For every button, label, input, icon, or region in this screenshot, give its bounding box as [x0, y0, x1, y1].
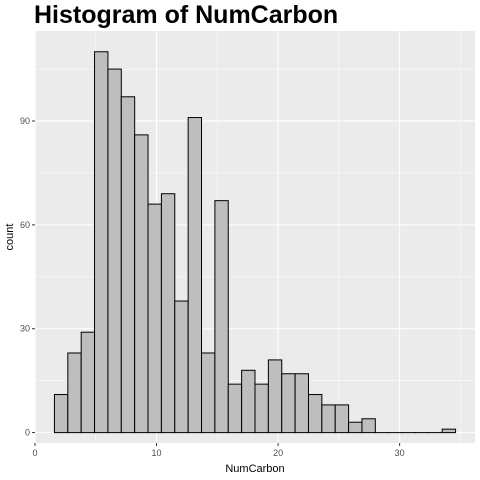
histogram-bar [281, 373, 296, 434]
y-tick-label: 60 [20, 220, 30, 230]
histogram-bar [187, 117, 203, 434]
histogram-bar [53, 394, 69, 434]
histogram-bar [348, 421, 363, 434]
y-tick-label: 0 [25, 428, 30, 438]
histogram-bar [134, 134, 149, 434]
histogram-bar [334, 404, 350, 434]
y-tick-label: 30 [20, 324, 30, 334]
histogram-bar [307, 394, 323, 434]
histogram-bar [147, 203, 162, 434]
histogram-bar [67, 352, 82, 434]
histogram-bar [94, 51, 109, 434]
histogram-bar [120, 96, 136, 434]
x-tick-label: 20 [273, 448, 283, 458]
chart-title: Histogram of NumCarbon [34, 1, 339, 29]
x-axis: 0 10 20 30 [32, 443, 405, 458]
histogram-bar [80, 331, 96, 434]
histogram-bar [267, 359, 283, 434]
histogram-bar [321, 404, 336, 434]
x-tick-label: 10 [152, 448, 162, 458]
histogram-bar [241, 369, 256, 434]
x-tick-label: 30 [395, 448, 405, 458]
y-axis-title: count [4, 224, 16, 251]
x-tick-label: 0 [32, 448, 37, 458]
histogram-bar [174, 300, 189, 434]
histogram-bar [254, 383, 269, 434]
histogram-bar [214, 200, 229, 434]
y-axis: 0 30 60 90 [20, 116, 35, 438]
histogram-bar [294, 373, 309, 434]
histogram-bar [227, 383, 243, 434]
y-tick-label: 90 [20, 116, 30, 126]
histogram-bar [201, 352, 216, 434]
histogram-bar [107, 68, 122, 434]
histogram-bar [361, 418, 376, 434]
histogram-bar [441, 428, 457, 434]
histogram-bars [53, 51, 457, 434]
histogram-bar [160, 193, 176, 434]
x-axis-title: NumCarbon [225, 463, 284, 475]
